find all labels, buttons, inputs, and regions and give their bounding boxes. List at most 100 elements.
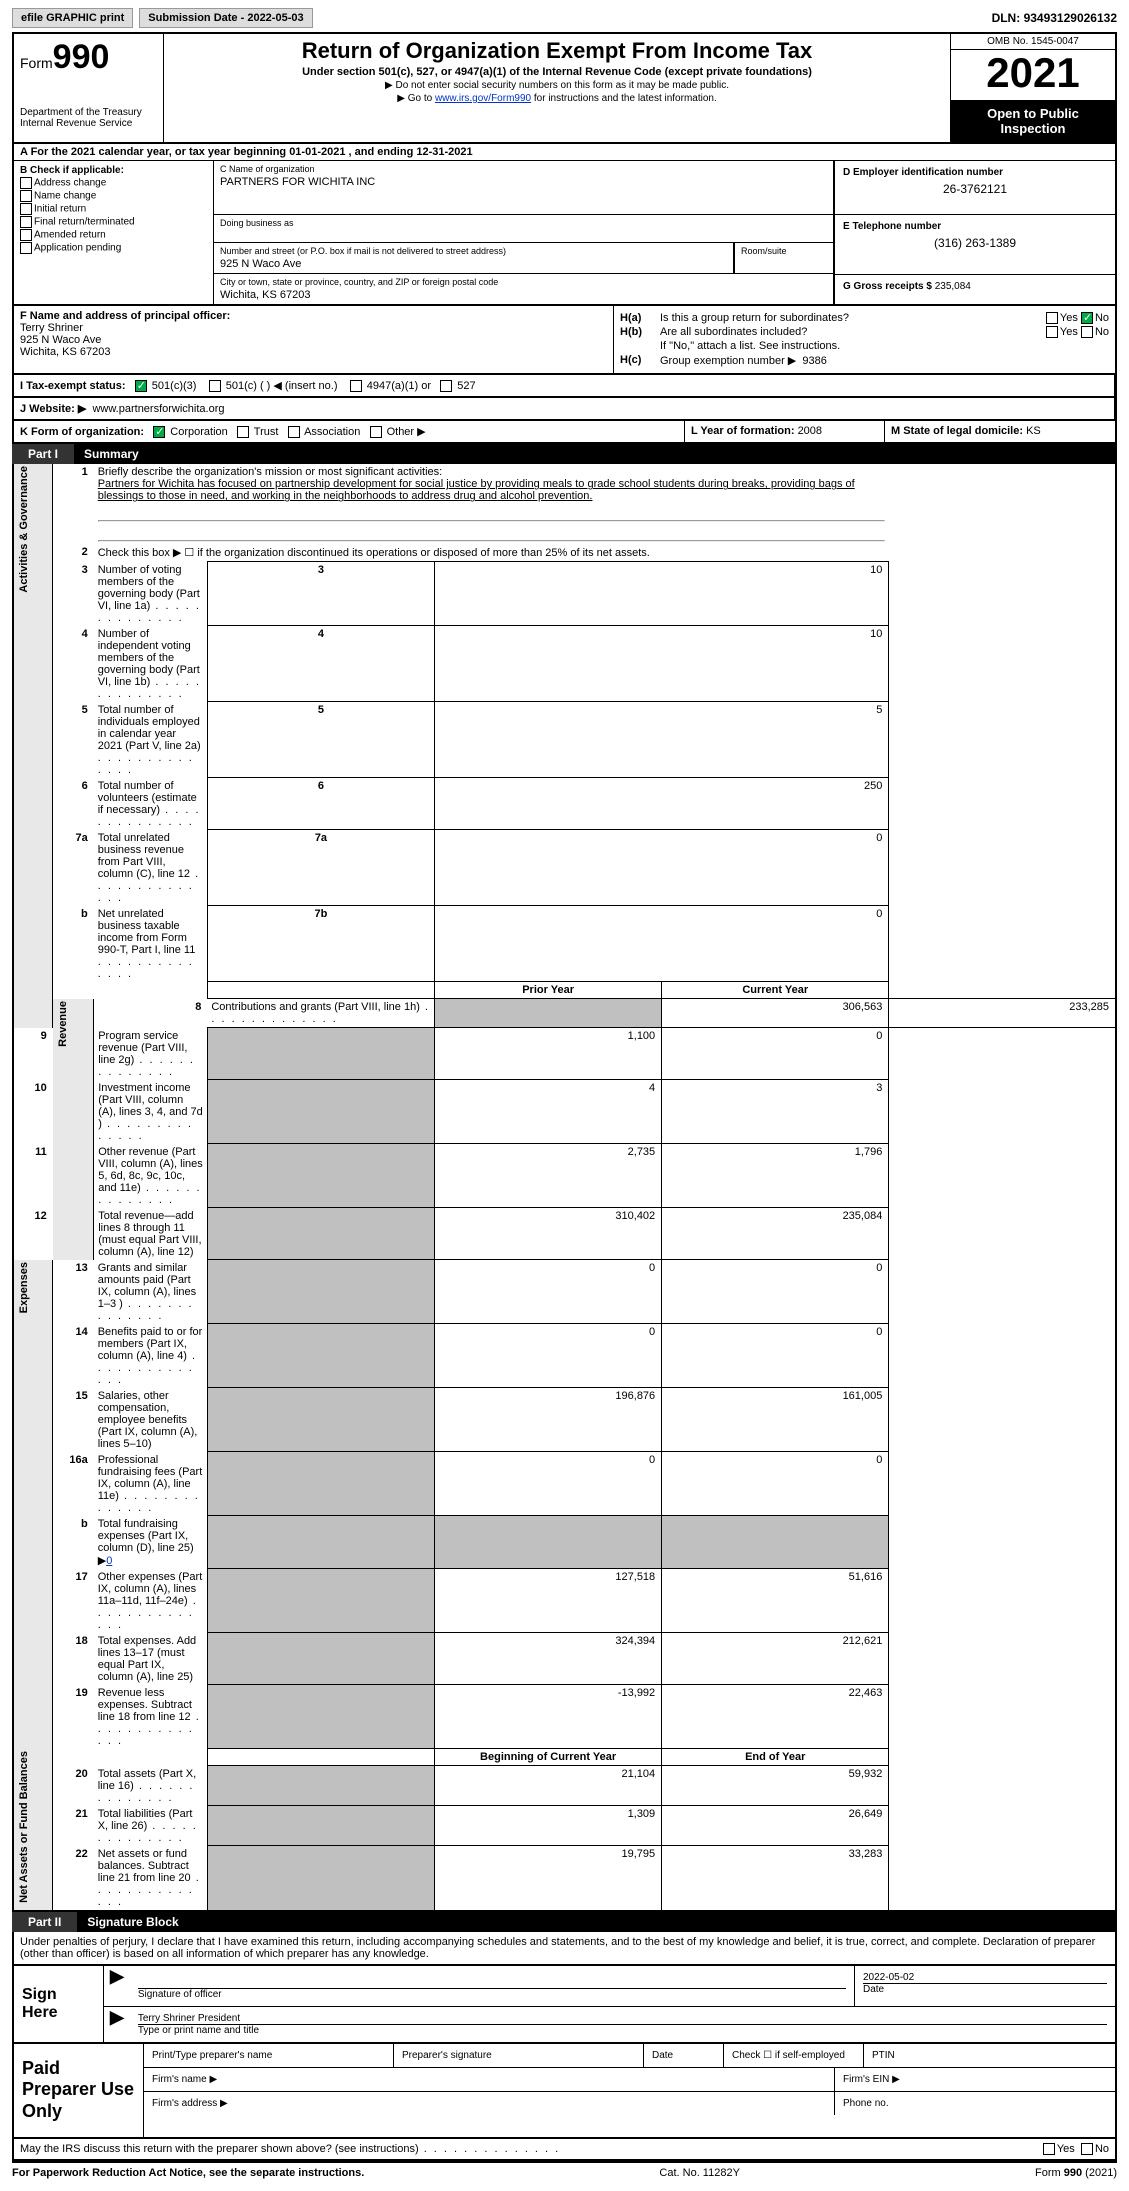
- sig-name-label: Type or print name and title: [138, 2024, 1107, 2036]
- side-netassets: Net Assets or Fund Balances: [18, 1751, 30, 1903]
- v4: 10: [435, 626, 889, 702]
- p21: 1,309: [435, 1806, 662, 1846]
- l12: Total revenue—add lines 8 through 11 (mu…: [94, 1208, 208, 1260]
- p11: 2,735: [435, 1144, 662, 1208]
- v5: 5: [435, 702, 889, 778]
- row-k-form-org: K Form of organization: Corporation Trus…: [14, 421, 685, 442]
- hb-text: Are all subordinates included?: [660, 326, 989, 338]
- p17: 127,518: [435, 1569, 662, 1633]
- efile-button[interactable]: efile GRAPHIC print: [12, 8, 133, 28]
- chk-initial-return[interactable]: Initial return: [34, 204, 86, 215]
- c18: 212,621: [662, 1633, 889, 1685]
- p9: 1,100: [435, 1028, 662, 1080]
- p8: 306,563: [662, 999, 889, 1028]
- l10: Investment income (Part VIII, column (A)…: [94, 1080, 208, 1144]
- tax-year: 2021: [951, 50, 1115, 100]
- omb-number: OMB No. 1545-0047: [951, 34, 1115, 50]
- paid-preparer-label: Paid Preparer Use Only: [14, 2044, 144, 2137]
- l13: Grants and similar amounts paid (Part IX…: [94, 1260, 208, 1324]
- l17: Other expenses (Part IX, column (A), lin…: [94, 1569, 208, 1633]
- ha-answer: Yes No: [989, 312, 1109, 324]
- pra-notice: For Paperwork Reduction Act Notice, see …: [12, 2167, 364, 2179]
- p19: -13,992: [435, 1685, 662, 1749]
- p15: 196,876: [435, 1388, 662, 1452]
- l1-label: Briefly describe the organization's miss…: [98, 466, 442, 478]
- form-number: Form990: [20, 38, 157, 77]
- row-l-year: L Year of formation: 2008: [685, 421, 885, 442]
- addr-label: Number and street (or P.O. box if mail i…: [220, 246, 727, 256]
- chk-name-change[interactable]: Name change: [34, 191, 96, 202]
- topbar: efile GRAPHIC print Submission Date - 20…: [12, 8, 1117, 28]
- goto-note: ▶ Go to www.irs.gov/Form990 for instruct…: [172, 93, 942, 104]
- row-m-state: M State of legal domicile: KS: [885, 421, 1115, 442]
- v7a: 0: [435, 830, 889, 906]
- firm-name-label: Firm's name ▶: [144, 2068, 835, 2091]
- l7a: Total unrelated business revenue from Pa…: [94, 830, 208, 906]
- c14: 0: [662, 1324, 889, 1388]
- form-subtitle: Under section 501(c), 527, or 4947(a)(1)…: [172, 66, 942, 78]
- firm-addr-label: Firm's address ▶: [144, 2092, 835, 2115]
- side-revenue: Revenue: [57, 1001, 69, 1047]
- ha-label: H(a): [620, 312, 660, 324]
- hdr-beg: Beginning of Current Year: [435, 1749, 662, 1766]
- chk-final-return[interactable]: Final return/terminated: [34, 217, 135, 228]
- l20: Total assets (Part X, line 16): [94, 1766, 208, 1806]
- perjury-declaration: Under penalties of perjury, I declare th…: [12, 1932, 1117, 1966]
- col-b-checkboxes: B Check if applicable: Address change Na…: [14, 161, 214, 304]
- dln: DLN: 93493129026132: [992, 11, 1117, 25]
- officer-addr1: 925 N Waco Ave: [20, 334, 607, 346]
- firm-ein-label: Firm's EIN ▶: [835, 2068, 1115, 2091]
- sig-date: 2022-05-02: [863, 1972, 1107, 1983]
- org-name-label: C Name of organization: [220, 164, 827, 174]
- c13: 0: [662, 1260, 889, 1324]
- l5: Total number of individuals employed in …: [94, 702, 208, 778]
- prep-self-label: Check ☐ if self-employed: [724, 2044, 864, 2067]
- tel-label: E Telephone number: [843, 221, 1107, 232]
- city-value: Wichita, KS 67203: [220, 289, 827, 301]
- hc-label: H(c): [620, 354, 660, 367]
- c20: 59,932: [662, 1766, 889, 1806]
- p12: 310,402: [435, 1208, 662, 1260]
- arrow-icon: ▶: [104, 2007, 130, 2042]
- c17: 51,616: [662, 1569, 889, 1633]
- summary-table: Activities & Governance 1 Briefly descri…: [12, 464, 1117, 1912]
- date-label: Date: [863, 1983, 1107, 1995]
- officer-addr2: Wichita, KS 67203: [20, 346, 607, 358]
- chk-application-pending[interactable]: Application pending: [34, 243, 121, 254]
- c12: 235,084: [662, 1208, 889, 1260]
- tel-value: (316) 263-1389: [843, 236, 1107, 250]
- firm-phone-label: Phone no.: [835, 2092, 1115, 2115]
- l14: Benefits paid to or for members (Part IX…: [94, 1324, 208, 1388]
- part1-header: Part I Summary: [12, 444, 1117, 464]
- city-label: City or town, state or province, country…: [220, 277, 827, 287]
- hdr-end: End of Year: [662, 1749, 889, 1766]
- dba-label: Doing business as: [220, 218, 827, 228]
- l16b: Total fundraising expenses (Part IX, col…: [94, 1516, 208, 1569]
- sig-name: Terry Shriner President: [138, 2013, 1107, 2024]
- row-a-period: A For the 2021 calendar year, or tax yea…: [12, 144, 1117, 161]
- irs-link[interactable]: www.irs.gov/Form990: [435, 93, 531, 104]
- gross-value: 235,084: [935, 281, 971, 292]
- v7b: 0: [435, 906, 889, 982]
- page-footer: For Paperwork Reduction Act Notice, see …: [12, 2161, 1117, 2183]
- sign-here-label: Sign Here: [14, 1966, 104, 2042]
- prep-name-label: Print/Type preparer's name: [144, 2044, 394, 2067]
- c8: 233,285: [889, 999, 1116, 1028]
- form-footer: Form 990 (2021): [1035, 2167, 1117, 2179]
- ein-value: 26-3762121: [843, 182, 1107, 196]
- p10: 4: [435, 1080, 662, 1144]
- prep-sig-label: Preparer's signature: [394, 2044, 644, 2067]
- irs-label: Internal Revenue Service: [20, 118, 157, 129]
- l22: Net assets or fund balances. Subtract li…: [94, 1846, 208, 1911]
- chk-address-change[interactable]: Address change: [34, 178, 106, 189]
- prep-date-label: Date: [644, 2044, 724, 2067]
- side-activities: Activities & Governance: [18, 466, 30, 593]
- side-expenses: Expenses: [18, 1262, 30, 1313]
- l8: Contributions and grants (Part VIII, lin…: [207, 999, 434, 1028]
- p16a: 0: [435, 1452, 662, 1516]
- arrow-icon: ▶: [104, 1966, 130, 2006]
- l21: Total liabilities (Part X, line 26): [94, 1806, 208, 1846]
- row-j-website: J Website: ▶ www.partnersforwichita.org: [14, 398, 1115, 419]
- ein-label: D Employer identification number: [843, 167, 1107, 178]
- chk-amended[interactable]: Amended return: [34, 230, 106, 241]
